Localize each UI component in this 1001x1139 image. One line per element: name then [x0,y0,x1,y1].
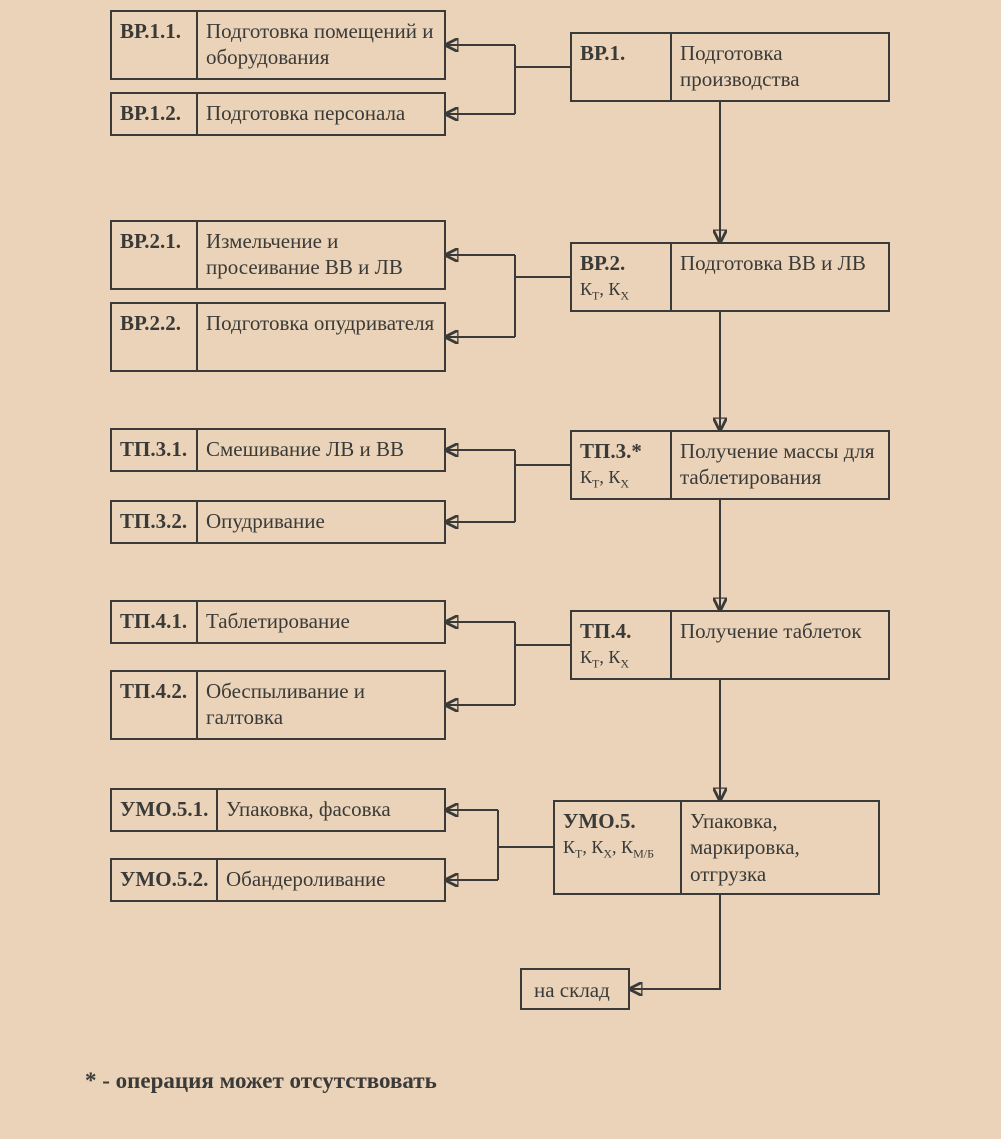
node-vr11-desc: Подготовка помещений и оборудования [196,10,446,80]
node-tp41-desc: Таблетирование [196,600,446,644]
node-umo5-code: УМО.5. КТ, КХ, КМ/Б [553,800,680,895]
connectors-svg [0,0,1001,1139]
node-tp42: ТП.4.2. Обеспыливание и галтовка [110,670,446,740]
node-tp4-code: ТП.4. КТ, КХ [570,610,670,680]
node-umo52-code: УМО.5.2. [110,858,216,902]
node-tp3: ТП.3.* КТ, КХ Получение массы для таблет… [570,430,890,500]
node-umo51-desc: Упаковка, фасовка [216,788,446,832]
node-tp4: ТП.4. КТ, КХ Получение таблеток [570,610,890,680]
code-text: ТП.3.* [580,438,662,464]
node-vr2: ВР.2. КТ, КХ Подготовка ВВ и ЛВ [570,242,890,312]
node-umo51: УМО.5.1. Упаковка, фасовка [110,788,446,832]
code-text: ВР.1. [580,40,662,66]
code-text: ВР.2. [580,250,662,276]
node-tp42-code: ТП.4.2. [110,670,196,740]
node-umo52-desc: Обандероливание [216,858,446,902]
node-vr2-desc: Подготовка ВВ и ЛВ [670,242,890,312]
node-vr2-code: ВР.2. КТ, КХ [570,242,670,312]
node-vr22-code: ВР.2.2. [110,302,196,372]
node-vr11: ВР.1.1. Подготовка помещений и оборудова… [110,10,446,80]
node-tp42-desc: Обеспыливание и галтовка [196,670,446,740]
node-vr1-code: ВР.1. [570,32,670,102]
node-tp32: ТП.3.2. Опудривание [110,500,446,544]
code-sub: КТ, КХ [580,278,662,304]
node-umo5: УМО.5. КТ, КХ, КМ/Б Упаковка, маркировка… [553,800,880,895]
node-umo51-code: УМО.5.1. [110,788,216,832]
node-tp31-code: ТП.3.1. [110,428,196,472]
footnote: * - операция может отсутствовать [85,1068,437,1094]
node-tp4-desc: Получение таблеток [670,610,890,680]
node-umo5-desc: Упаковка, маркировка, отгрузка [680,800,880,895]
node-umo52: УМО.5.2. Обандероливание [110,858,446,902]
flowchart-page: ВР.1. Подготовка производства ВР.2. КТ, … [0,0,1001,1139]
terminal-node: на склад [520,968,630,1010]
node-tp41-code: ТП.4.1. [110,600,196,644]
node-tp3-desc: Получение массы для таблетирования [670,430,890,500]
node-vr21-desc: Измельчение и просеивание ВВ и ЛВ [196,220,446,290]
node-vr12-code: ВР.1.2. [110,92,196,136]
code-text: ТП.4. [580,618,662,644]
code-text: УМО.5. [563,808,672,834]
node-vr22-desc: Подготовка опудривателя [196,302,446,372]
node-tp32-desc: Опудривание [196,500,446,544]
node-vr21-code: ВР.2.1. [110,220,196,290]
code-sub: КТ, КХ, КМ/Б [563,836,672,862]
node-vr11-code: ВР.1.1. [110,10,196,80]
node-vr21: ВР.2.1. Измельчение и просеивание ВВ и Л… [110,220,446,290]
node-tp31-desc: Смешивание ЛВ и ВВ [196,428,446,472]
node-vr22: ВР.2.2. Подготовка опудривателя [110,302,446,372]
code-sub: КТ, КХ [580,646,662,672]
node-tp32-code: ТП.3.2. [110,500,196,544]
node-vr12: ВР.1.2. Подготовка персонала [110,92,446,136]
code-sub: КТ, КХ [580,466,662,492]
node-vr1-desc: Подготовка производства [670,32,890,102]
node-vr1: ВР.1. Подготовка производства [570,32,890,102]
node-vr12-desc: Подготовка персонала [196,92,446,136]
node-tp3-code: ТП.3.* КТ, КХ [570,430,670,500]
node-tp31: ТП.3.1. Смешивание ЛВ и ВВ [110,428,446,472]
node-tp41: ТП.4.1. Таблетирование [110,600,446,644]
